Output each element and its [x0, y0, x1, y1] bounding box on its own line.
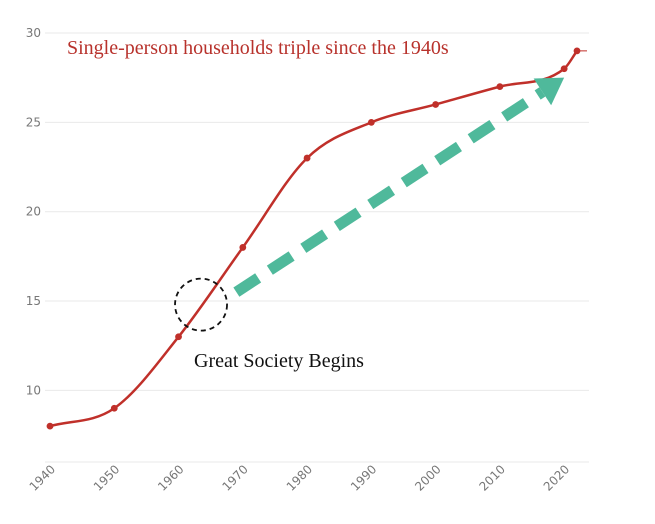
arrow-head — [533, 77, 565, 106]
x-tick-label: 1940 — [27, 462, 58, 493]
data-point — [367, 118, 375, 126]
grid-layer — [45, 32, 589, 463]
data-point — [496, 83, 504, 91]
y-axis: 10 15 20 25 30 — [26, 26, 41, 397]
x-tick-label: 2020 — [541, 462, 572, 493]
x-tick-label: 1960 — [155, 462, 186, 493]
data-point — [560, 65, 568, 73]
data-point — [46, 422, 54, 430]
x-tick-label: 1970 — [219, 462, 250, 493]
data-point — [110, 404, 118, 412]
data-point — [239, 244, 247, 251]
annotation-label: Great Society Begins — [194, 350, 364, 372]
dashed-arrow-shaft — [233, 87, 546, 297]
chart-title: Single-person households triple since th… — [67, 37, 449, 59]
x-tick-label: 2010 — [476, 462, 507, 493]
data-point — [573, 47, 581, 55]
x-tick-label: 1980 — [284, 462, 315, 493]
data-point — [303, 154, 311, 162]
data-point — [175, 333, 182, 341]
annotation-layer: Great Society Begins — [174, 77, 565, 372]
y-tick-label: 15 — [26, 294, 41, 308]
data-point — [432, 101, 440, 108]
y-tick-label: 30 — [26, 26, 41, 40]
y-tick-label: 20 — [26, 205, 41, 219]
series-line — [49, 50, 579, 428]
x-tick-label: 1950 — [91, 462, 122, 493]
y-tick-label: 10 — [26, 383, 41, 397]
x-tick-label: 1990 — [348, 462, 379, 493]
x-axis: 1940 1950 1960 1970 1980 1990 2000 2010 2020 — [27, 462, 573, 493]
y-tick-label: 25 — [26, 115, 41, 129]
dashed-circle-marker — [174, 277, 228, 332]
series-layer — [46, 47, 587, 430]
x-tick-label: 2000 — [412, 462, 443, 493]
